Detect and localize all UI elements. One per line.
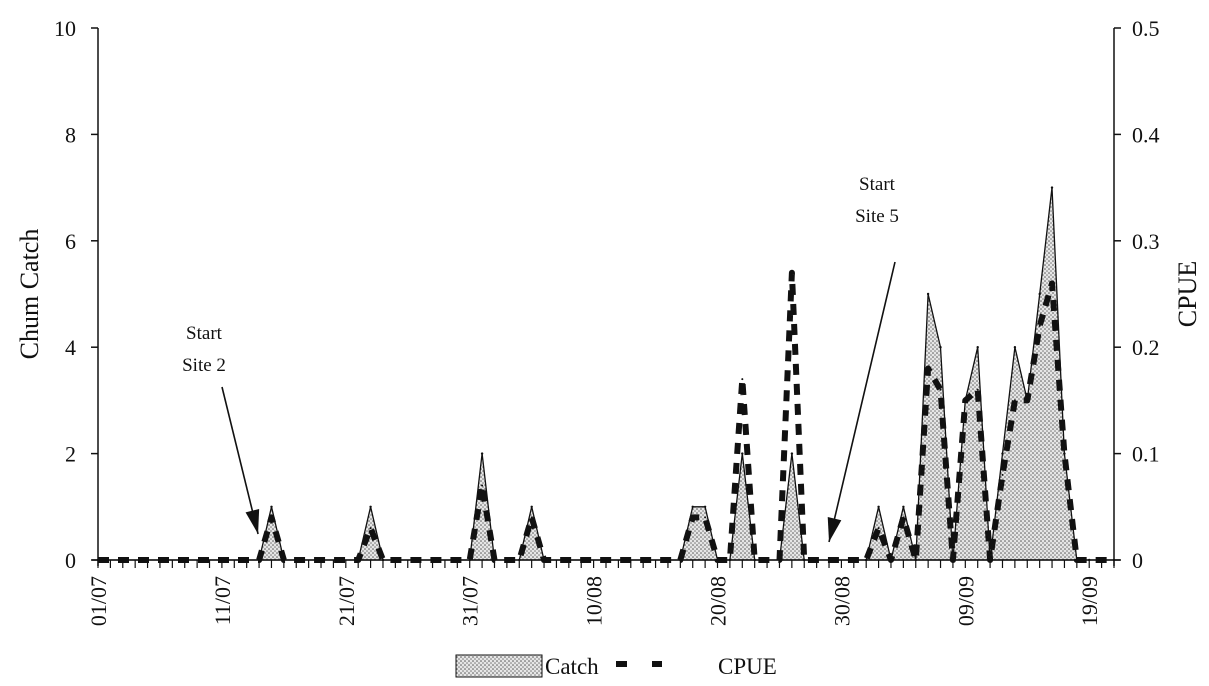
- right-tick-label: 0.1: [1132, 442, 1160, 467]
- axes-layer: 0 2 4 6 8 10 0 0.1 0.2 0.3 0.4 0.5 01/07 11/07 21/07 31…: [15, 16, 1202, 626]
- cpue-point: [1063, 452, 1066, 455]
- catch-point: [741, 452, 744, 455]
- cpue-point: [964, 399, 967, 402]
- catch-point: [1038, 292, 1041, 296]
- cpue-point: [902, 516, 905, 519]
- left-tick-label: 10: [54, 16, 76, 41]
- cpue-point: [691, 516, 694, 519]
- right-tick-label: 0.4: [1132, 122, 1160, 147]
- catch-point: [369, 505, 372, 508]
- x-tick-label: 21/07: [334, 576, 359, 626]
- catch-point: [939, 346, 942, 349]
- legend-catch-swatch: [455, 654, 543, 678]
- catch-point: [1013, 346, 1017, 349]
- left-axis-title: Chum Catch: [15, 229, 44, 360]
- x-tick-label: 10/08: [582, 576, 607, 626]
- x-tick-label: 01/07: [86, 576, 111, 626]
- cpue-point: [481, 484, 484, 487]
- left-tick-label: 4: [65, 335, 76, 360]
- cpue-point: [704, 516, 707, 519]
- x-tick-label: 09/09: [953, 576, 978, 626]
- annotation-arrow-line-2: [828, 261, 896, 543]
- catch-point: [1001, 452, 1004, 455]
- annotation-arrow-line-1: [221, 386, 259, 535]
- cpue-point: [270, 516, 273, 519]
- right-tick-label: 0.5: [1132, 16, 1160, 41]
- annotation-arrowhead-2: [827, 517, 842, 542]
- annotation-line1-1: Start: [186, 323, 223, 344]
- catch-point: [976, 346, 979, 349]
- catch-point: [691, 505, 694, 508]
- cpue-point: [530, 516, 533, 519]
- cpue-point: [1001, 473, 1004, 476]
- cpue-point: [369, 527, 372, 530]
- catch-area-layer: [96, 186, 1116, 562]
- catch-point: [926, 292, 930, 296]
- x-tick-label: 19/09: [1077, 576, 1102, 626]
- legend-cpue-label: CPUE: [718, 654, 777, 679]
- x-tick-label: 31/07: [458, 576, 483, 626]
- legend: Catch CPUE: [455, 654, 777, 679]
- cpue-point: [741, 378, 744, 381]
- cpue-point: [877, 527, 880, 530]
- right-tick-label: 0.2: [1132, 335, 1160, 360]
- annotation-line2-2: Site 5: [855, 206, 899, 227]
- left-tick-label: 8: [65, 122, 76, 147]
- left-tick-label: 2: [65, 442, 76, 467]
- legend-catch-label: Catch: [545, 654, 599, 679]
- cpue-point: [1051, 282, 1053, 285]
- annotation-line1-2: Start: [859, 174, 896, 195]
- x-tick-label: 11/07: [210, 576, 235, 625]
- cpue-point: [1038, 324, 1041, 327]
- annotation-layer: Start Site 2 Start Site 5: [182, 174, 899, 543]
- cpue-point: [939, 388, 942, 391]
- cpue-point: [790, 271, 793, 274]
- right-tick-label: 0: [1132, 548, 1143, 573]
- cpue-point: [1013, 399, 1016, 402]
- left-tick-label: 0: [65, 548, 76, 573]
- catch-point: [270, 505, 273, 508]
- annotation-arrowhead-1: [245, 509, 260, 534]
- cpue-point: [927, 367, 930, 370]
- catch-point: [902, 505, 905, 508]
- catch-point: [530, 505, 533, 508]
- cpue-point: [976, 388, 979, 391]
- annotation-line2-1: Site 2: [182, 355, 226, 376]
- catch-point: [877, 505, 880, 508]
- catch-point: [480, 452, 484, 455]
- right-axis-title: CPUE: [1173, 261, 1202, 327]
- catch-point: [1050, 186, 1054, 189]
- cpue-point: [1026, 399, 1029, 402]
- x-tick-label: 30/08: [829, 576, 854, 626]
- left-tick-label: 6: [65, 229, 76, 254]
- catch-point: [790, 452, 794, 455]
- right-tick-label: 0.3: [1132, 229, 1160, 254]
- x-tick-label: 20/08: [706, 576, 731, 626]
- catch-point: [703, 505, 707, 508]
